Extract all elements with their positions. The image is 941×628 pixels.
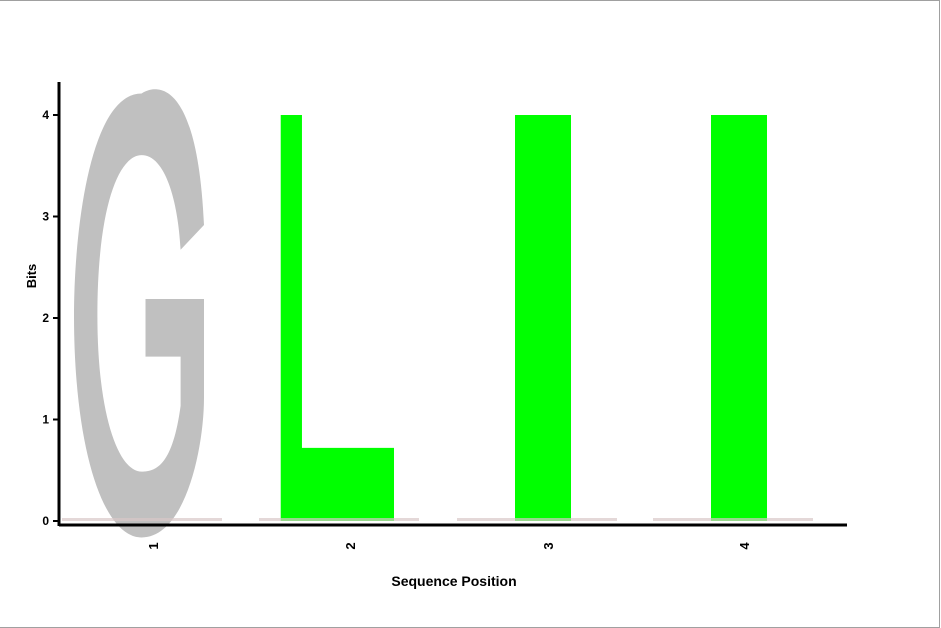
x-tick-label-1: 1 [146,542,161,549]
y-tick-label-1: 1 [42,413,49,427]
y-tick-label-0: 0 [42,514,49,528]
residue-strip-2 [259,518,419,521]
x-tick-label-2: 2 [343,542,358,549]
glyph-L [280,115,394,521]
glyph-G [74,89,204,538]
letter-I-pos-4 [711,115,767,521]
letter-L-pos-2 [280,115,394,521]
residue-strip-1 [62,518,222,521]
residue-strip-3 [457,518,617,521]
residue-strip-4 [653,518,813,521]
axes [57,82,847,527]
letter-stacks [62,89,813,538]
x-axis-label: Sequence Position [391,573,516,589]
y-ticks: 0 1 2 3 4 [42,108,59,528]
x-tick-label-4: 4 [737,542,752,550]
glyph-I [515,115,571,521]
letter-G-pos-1 [74,89,204,538]
y-tick-label-2: 2 [42,311,49,325]
letter-I-pos-3 [515,115,571,521]
y-tick-label-4: 4 [42,108,49,122]
y-tick-label-3: 3 [42,210,49,224]
y-axis-label: Bits [24,264,39,289]
x-ticks: 1 2 3 4 [146,542,752,550]
glyph-I [711,115,767,521]
x-tick-label-3: 3 [541,542,556,549]
